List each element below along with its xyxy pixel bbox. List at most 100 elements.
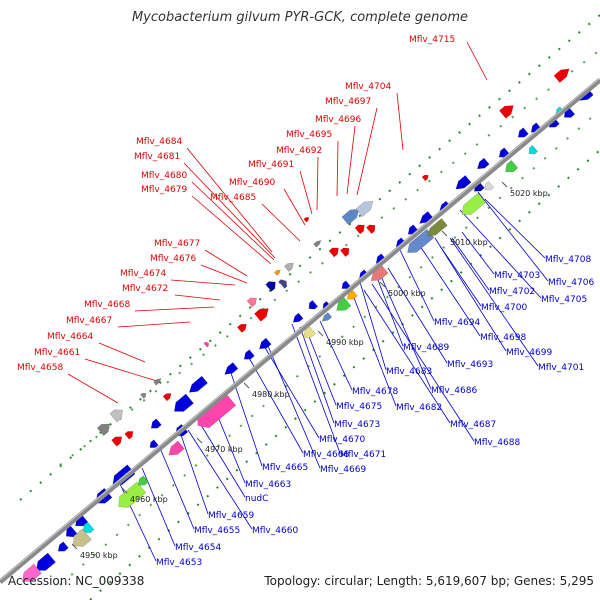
tick-label: 4970 kbp xyxy=(205,445,243,454)
forward-leader-line xyxy=(356,107,378,196)
forward-leader-line xyxy=(191,195,272,265)
reverse-leader-line xyxy=(353,297,397,407)
genome-backbone xyxy=(0,78,600,584)
reverse-leader-line xyxy=(267,345,321,469)
reverse-gene-36 xyxy=(168,440,185,456)
inner-guide-forward xyxy=(59,49,600,466)
tick-label: 5020 kbp xyxy=(510,189,548,198)
reverse-leader-line xyxy=(459,209,542,299)
reverse-leader-line xyxy=(179,431,209,515)
forward-gene-8 xyxy=(340,247,350,257)
tick-label: 4990 kbp xyxy=(326,338,364,347)
reverse-gene-label: Mflv_4653 xyxy=(156,558,202,568)
forward-gene-6 xyxy=(366,224,376,234)
forward-leader-line xyxy=(396,92,404,151)
reverse-gene-label: Mflv_4659 xyxy=(208,511,254,521)
forward-leader-line xyxy=(170,279,236,286)
forward-gene-label: Mflv_4696 xyxy=(315,115,361,125)
forward-gene-3 xyxy=(341,208,360,225)
forward-gene-20 xyxy=(162,393,172,402)
tick-label: 5010 kbp xyxy=(450,238,488,247)
reverse-gene-label: Mflv_4678 xyxy=(352,387,398,397)
forward-gene-16 xyxy=(254,308,269,322)
reverse-gene-45 xyxy=(82,521,95,534)
forward-gene-13 xyxy=(278,279,288,289)
tick-mark xyxy=(196,437,203,444)
reverse-gene-6 xyxy=(477,157,490,170)
genome-backbone-highlight xyxy=(0,77,600,581)
reverse-leader-line xyxy=(451,237,490,291)
reverse-gene-37 xyxy=(150,418,162,429)
reverse-gene-27 xyxy=(292,312,304,323)
forward-gene-9 xyxy=(313,240,322,248)
tick-mark xyxy=(441,230,448,237)
outer-guide-forward xyxy=(19,14,600,501)
forward-gene-label: Mflv_4667 xyxy=(66,316,112,326)
reverse-leader-line xyxy=(299,326,335,424)
tick-mark xyxy=(501,181,508,188)
forward-gene-label: Mflv_4691 xyxy=(248,160,294,170)
forward-gene-17 xyxy=(236,323,247,333)
reverse-leader-line xyxy=(434,237,507,352)
map-title: Mycobacterium gilvum PYR-GCK, complete g… xyxy=(131,10,469,25)
reverse-gene-label: Mflv_4687 xyxy=(450,420,496,430)
reverse-gene-9 xyxy=(484,181,494,191)
reverse-gene-label: Mflv_4708 xyxy=(545,255,591,265)
forward-gene-0 xyxy=(553,68,570,83)
reverse-gene-label: Mflv_4670 xyxy=(319,435,365,445)
reverse-gene-47 xyxy=(36,552,56,571)
reverse-gene-label: Mflv_4701 xyxy=(538,363,584,373)
reverse-leader-line xyxy=(477,191,549,282)
forward-leader-line xyxy=(200,264,248,284)
reverse-gene-15 xyxy=(407,228,435,253)
forward-leader-line xyxy=(316,156,319,211)
forward-gene-22 xyxy=(109,409,123,423)
tick-label: 5000 kbp xyxy=(388,289,426,298)
reverse-gene-51 xyxy=(528,145,538,155)
forward-leader-line xyxy=(336,140,339,197)
reverse-leader-line xyxy=(379,273,432,390)
tick-label: 4960 kbp xyxy=(130,495,168,504)
forward-gene-label: Mflv_4684 xyxy=(136,137,182,147)
forward-gene-label: Mflv_4690 xyxy=(229,178,275,188)
reverse-gene-label: Mflv_4665 xyxy=(262,463,308,473)
reverse-gene-label: Mflv_4671 xyxy=(340,450,386,460)
tick-mark xyxy=(379,281,386,288)
forward-leader-line xyxy=(191,181,275,261)
forward-gene-10 xyxy=(303,217,310,223)
forward-gene-label: Mflv_4664 xyxy=(47,332,93,342)
forward-gene-label: Mflv_4672 xyxy=(122,284,168,294)
forward-leader-line xyxy=(299,170,313,215)
reverse-gene-21 xyxy=(341,280,351,289)
reverse-leader-line xyxy=(247,355,304,454)
forward-gene-21 xyxy=(140,392,147,399)
forward-leader-line xyxy=(261,203,301,242)
reverse-leader-line xyxy=(187,429,253,530)
forward-gene-label: Mflv_4658 xyxy=(17,363,63,373)
forward-leader-line xyxy=(183,162,276,259)
reverse-gene-label: Mflv_4694 xyxy=(434,318,480,328)
forward-gene-label: Mflv_4704 xyxy=(345,82,391,92)
forward-leader-line xyxy=(466,41,488,81)
forward-gene-4 xyxy=(355,200,374,217)
reverse-gene-label: Mflv_4673 xyxy=(334,420,380,430)
tick-mark xyxy=(243,382,250,389)
reverse-gene-label: Mflv_4700 xyxy=(481,303,527,313)
reverse-gene-label: Mflv_4689 xyxy=(403,343,449,353)
reverse-gene-label: nudC xyxy=(245,494,268,504)
tick-mark xyxy=(71,543,78,550)
forward-gene-label: Mflv_4661 xyxy=(34,348,80,358)
reverse-gene-4 xyxy=(517,127,529,138)
reverse-gene-label: Mflv_4669 xyxy=(320,465,366,475)
forward-gene-18 xyxy=(203,341,209,348)
forward-leader-line xyxy=(174,294,221,301)
reverse-gene-label: Mflv_4699 xyxy=(506,348,552,358)
reverse-gene-7 xyxy=(455,175,472,190)
reverse-leader-line xyxy=(419,245,481,337)
reverse-leader-line xyxy=(363,289,451,424)
reverse-leader-line xyxy=(461,231,495,275)
reverse-gene-30 xyxy=(224,362,239,375)
reverse-leader-line xyxy=(159,447,195,530)
forward-gene-label: Mflv_4677 xyxy=(154,239,200,249)
